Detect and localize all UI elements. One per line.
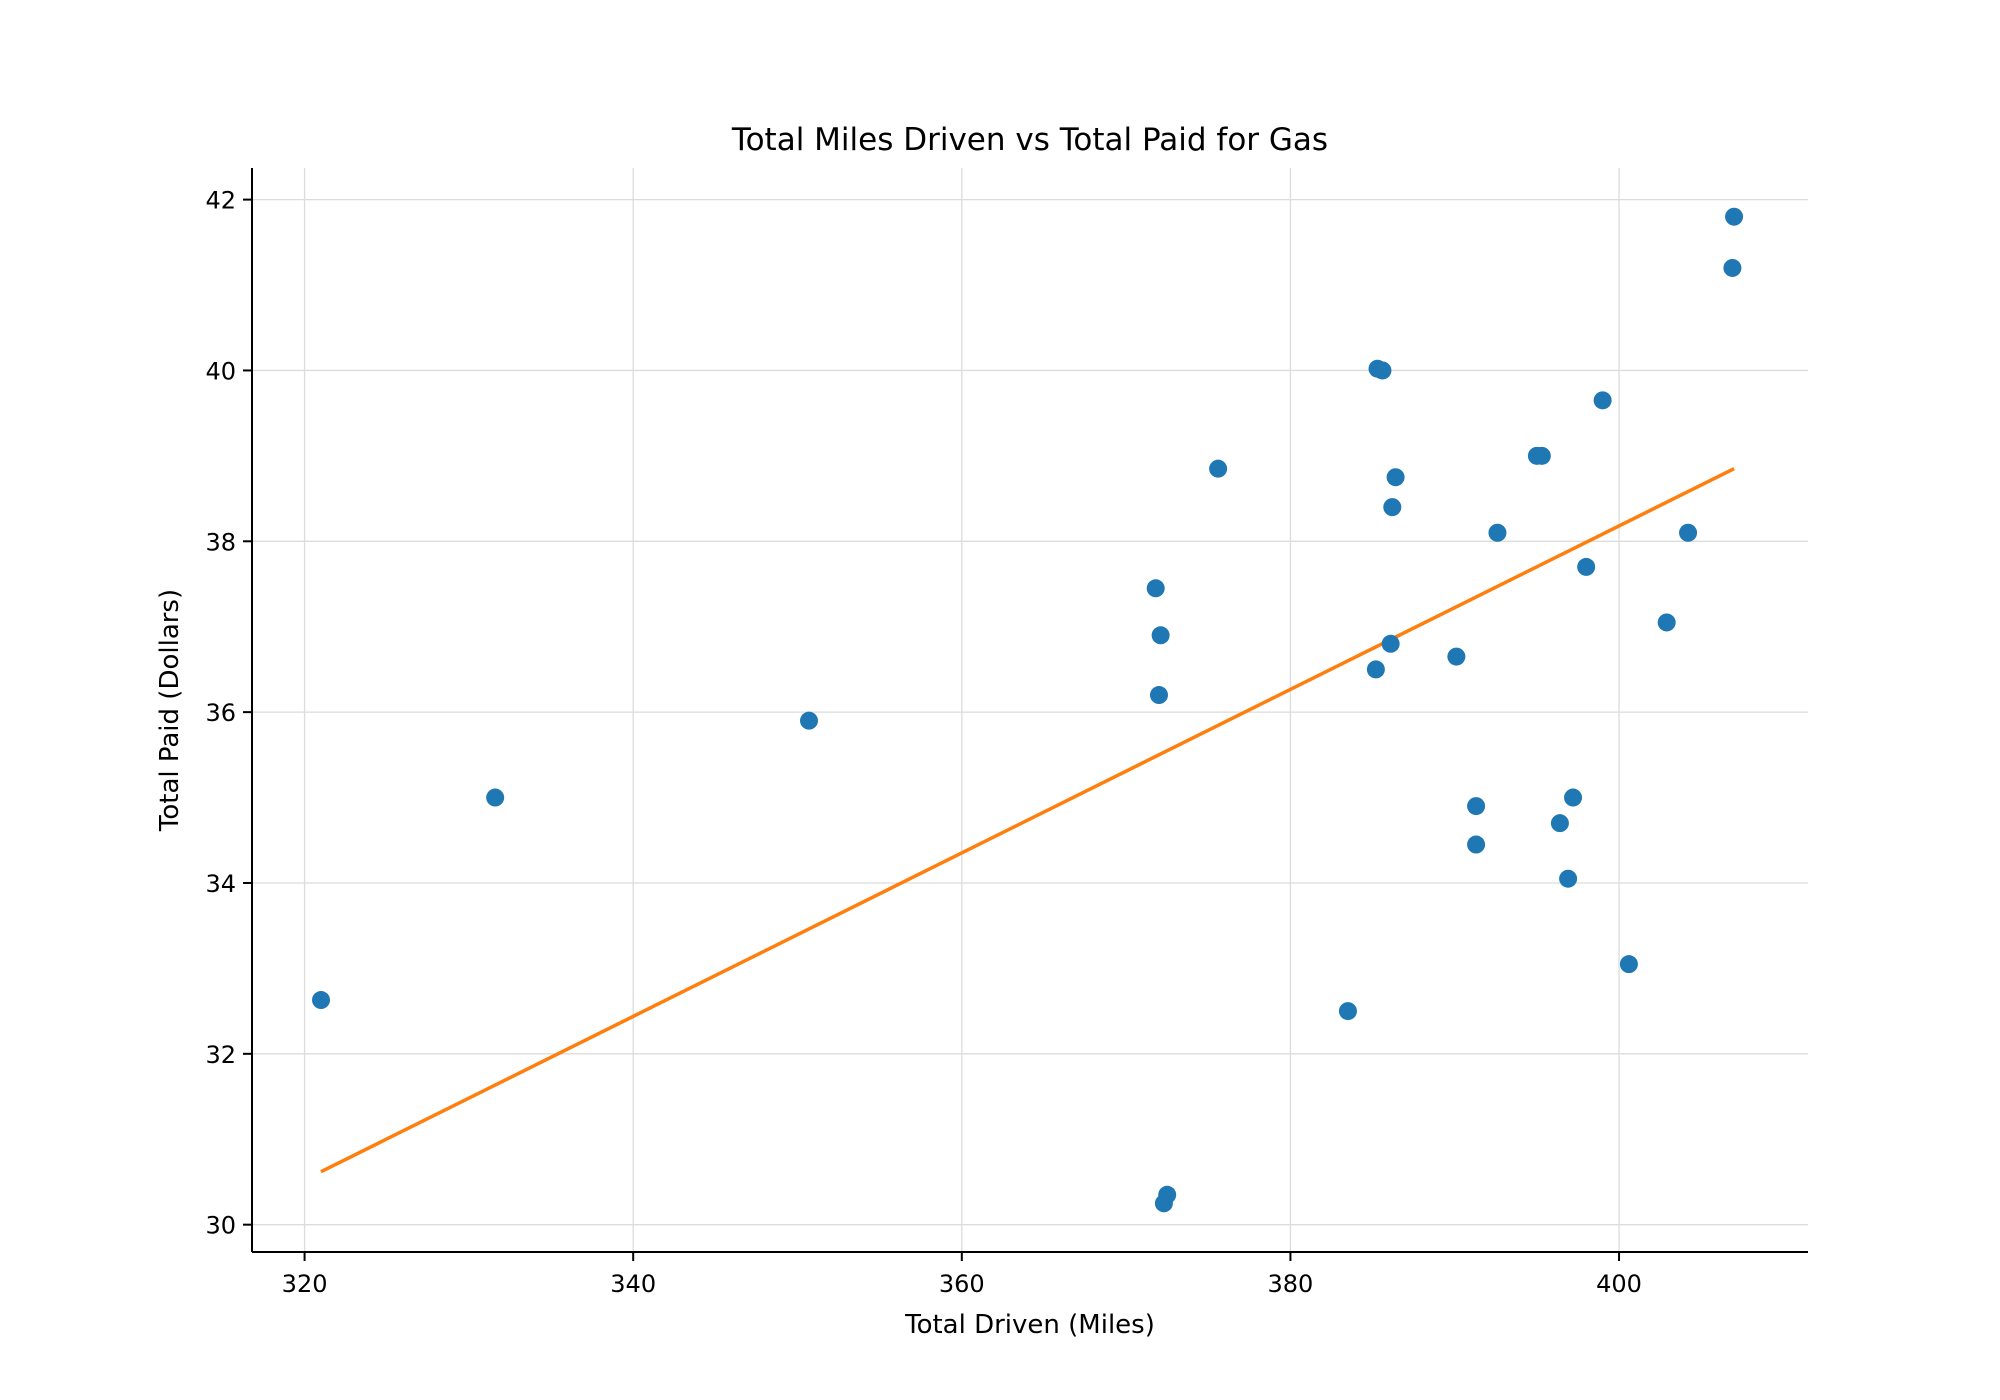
data-point <box>1338 1002 1357 1021</box>
y-tick-label: 40 <box>205 357 236 385</box>
axes-layer <box>251 168 1808 1253</box>
y-tick-label: 30 <box>205 1212 236 1240</box>
y-axis-label: Total Paid (Dollars) <box>155 589 185 832</box>
points-layer <box>312 207 1744 1213</box>
data-point <box>1550 814 1569 833</box>
data-point <box>1619 955 1638 974</box>
data-point <box>1151 626 1170 645</box>
data-point <box>1488 523 1507 542</box>
data-point <box>1657 613 1676 632</box>
data-point <box>1467 835 1486 854</box>
x-tick-label: 380 <box>1268 1270 1314 1298</box>
data-point <box>800 711 819 730</box>
y-tick-label: 36 <box>205 699 236 727</box>
data-point <box>312 991 331 1010</box>
x-tick-label: 320 <box>282 1270 328 1298</box>
data-point <box>1723 258 1742 277</box>
data-point <box>1149 686 1168 705</box>
data-point <box>1373 361 1392 380</box>
chart-title: Total Miles Driven vs Total Paid for Gas <box>731 122 1328 158</box>
grid-layer <box>252 168 1808 1252</box>
data-point <box>1209 459 1228 478</box>
data-point <box>1467 797 1486 816</box>
fit-line <box>320 467 1735 1174</box>
y-tick-label: 38 <box>205 528 236 556</box>
data-point <box>1386 468 1405 487</box>
y-ticks: 30 32 34 36 38 40 42 <box>205 187 252 1240</box>
x-axis-label: Total Driven (Miles) <box>904 1310 1155 1340</box>
data-point <box>1366 660 1385 679</box>
y-tick-label: 42 <box>205 187 236 215</box>
fit-line-layer <box>320 467 1735 1174</box>
y-tick-label: 34 <box>205 870 236 898</box>
data-point <box>1564 788 1583 807</box>
data-point <box>1532 446 1551 465</box>
data-point <box>486 788 505 807</box>
x-tick-label: 340 <box>610 1270 656 1298</box>
data-point <box>1679 523 1698 542</box>
data-point <box>1383 498 1402 517</box>
x-tick-label: 400 <box>1596 1270 1642 1298</box>
data-point <box>1381 634 1400 653</box>
data-point <box>1447 647 1466 666</box>
x-tick-label: 360 <box>939 1270 985 1298</box>
x-ticks: 320 340 360 380 400 <box>282 1252 1642 1298</box>
data-point <box>1577 557 1596 576</box>
data-point <box>1725 207 1744 226</box>
data-point <box>1593 391 1612 410</box>
y-tick-label: 32 <box>205 1041 236 1069</box>
data-point <box>1146 579 1165 598</box>
data-point <box>1559 869 1578 888</box>
data-point <box>1158 1185 1177 1204</box>
